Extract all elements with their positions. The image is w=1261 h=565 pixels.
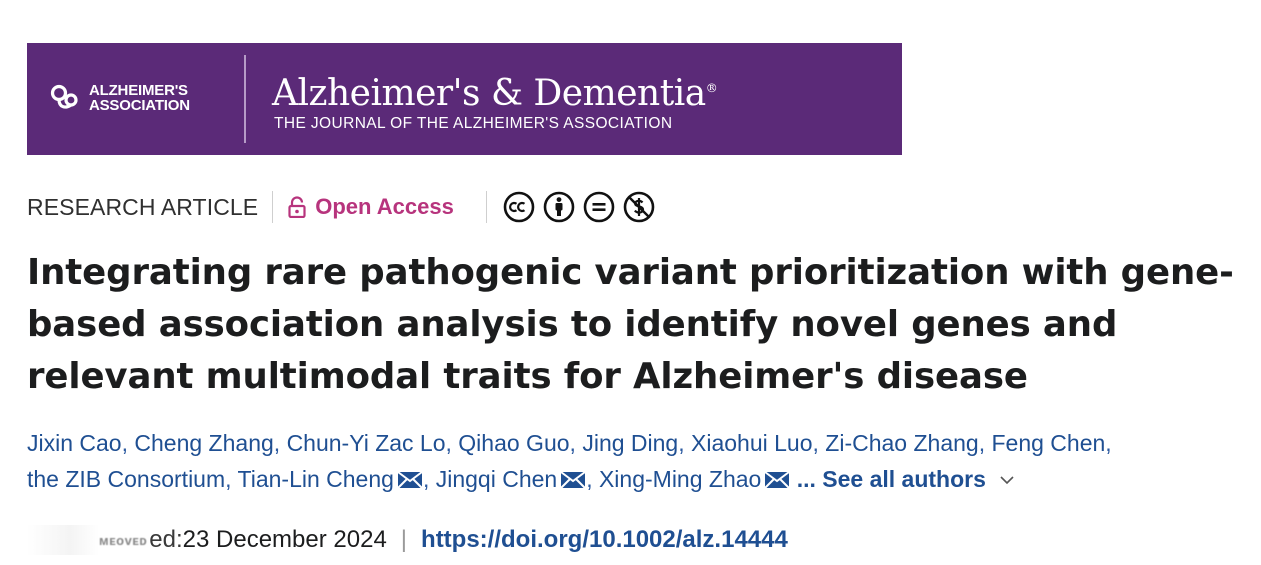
author-name[interactable]: Xing-Ming Zhao: [598, 466, 762, 492]
author-name[interactable]: Qihao Guo: [458, 430, 570, 456]
author-name[interactable]: Jixin Cao: [27, 430, 122, 456]
journal-subtitle: THE JOURNAL OF THE ALZHEIMER'S ASSOCIATI…: [274, 115, 673, 132]
separator: |: [400, 526, 408, 553]
journal-title[interactable]: Alzheimer's & Dementia®: [272, 67, 718, 115]
envelope-icon[interactable]: [560, 471, 586, 489]
nc-noncommercial-icon[interactable]: [623, 191, 655, 223]
obscured-text: ᴍᴇᴏᴠᴇᴅ: [99, 532, 148, 548]
association-wordmark: ALZHEIMER'S ASSOCIATION: [89, 83, 190, 113]
association-logo-icon: [50, 84, 78, 109]
author-list: Jixin Cao, Cheng Zhang, Chun-Yi Zac Lo, …: [27, 430, 1112, 492]
author-name[interactable]: Cheng Zhang: [134, 430, 274, 456]
published-date: 23 December 2024: [182, 526, 387, 553]
by-attribution-icon[interactable]: [543, 191, 575, 223]
article-title: Integrating rare pathogenic variant prio…: [27, 252, 1234, 397]
association-line1: ALZHEIMER'S: [89, 82, 188, 99]
see-all-authors-label: ... See all authors: [796, 466, 986, 492]
see-all-authors-toggle[interactable]: ... See all authors: [797, 466, 1014, 492]
journal-banner[interactable]: ALZHEIMER'S ASSOCIATION Alzheimer's & De…: [27, 43, 902, 155]
article-type: RESEARCH ARTICLE: [27, 193, 259, 220]
meta-divider-2: [485, 191, 487, 223]
chevron-down-icon: [1000, 476, 1014, 485]
registered-mark: ®: [705, 81, 718, 95]
author-name[interactable]: Zi-Chao Zhang: [825, 430, 979, 456]
obscured-region: [27, 525, 99, 555]
unlock-icon: [288, 196, 306, 218]
article-meta-row: RESEARCH ARTICLE Open Access: [27, 188, 655, 226]
doi-link[interactable]: https://doi.org/10.1002/alz.14444: [421, 526, 788, 553]
author-name[interactable]: Xiaohui Luo: [691, 430, 813, 456]
journal-title-text: Alzheimer's & Dementia: [272, 73, 706, 114]
envelope-icon[interactable]: [764, 471, 791, 489]
association-logo[interactable]: ALZHEIMER'S ASSOCIATION: [49, 81, 190, 115]
nd-no-derivatives-icon[interactable]: [583, 191, 615, 223]
envelope-icon[interactable]: [397, 471, 423, 489]
open-access-label: Open Access: [315, 194, 454, 219]
published-date-label: ed:: [149, 526, 183, 553]
author-name[interactable]: the ZIB Consortium: [27, 466, 226, 492]
meta-divider: [272, 191, 274, 223]
author-name[interactable]: Feng Chen: [991, 430, 1106, 456]
author-name[interactable]: Jing Ding: [582, 430, 679, 456]
license-icons[interactable]: [503, 191, 655, 223]
open-access-badge[interactable]: Open Access: [287, 194, 454, 220]
association-line2: ASSOCIATION: [89, 97, 190, 114]
cc-icon[interactable]: [503, 191, 535, 223]
author-name[interactable]: Jingqi Chen: [435, 466, 558, 492]
banner-divider: [244, 55, 246, 143]
author-name[interactable]: Tian-Lin Cheng: [237, 466, 394, 492]
author-name[interactable]: Chun-Yi Zac Lo: [286, 430, 446, 456]
publication-info-row: ᴍᴇᴏᴠᴇᴅ ed: 23 December 2024 | https://do…: [27, 522, 788, 558]
